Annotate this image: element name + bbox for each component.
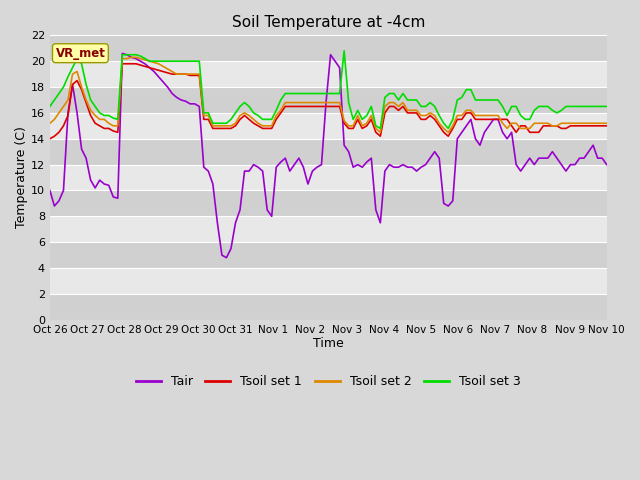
Y-axis label: Temperature (C): Temperature (C) (15, 127, 28, 228)
Bar (50, 139, 607, 165)
Bar (50, 113, 607, 139)
Bar (50, 191, 607, 216)
X-axis label: Time: Time (313, 337, 344, 350)
Bar (50, 242, 607, 268)
Bar (50, 36, 607, 61)
Bar (50, 268, 607, 294)
Text: VR_met: VR_met (56, 47, 106, 60)
Bar (50, 61, 607, 87)
Bar (50, 216, 607, 242)
Bar (50, 165, 607, 191)
Bar (50, 294, 607, 320)
Legend: Tair, Tsoil set 1, Tsoil set 2, Tsoil set 3: Tair, Tsoil set 1, Tsoil set 2, Tsoil se… (131, 370, 525, 393)
Bar (50, 87, 607, 113)
Title: Soil Temperature at -4cm: Soil Temperature at -4cm (232, 15, 425, 30)
